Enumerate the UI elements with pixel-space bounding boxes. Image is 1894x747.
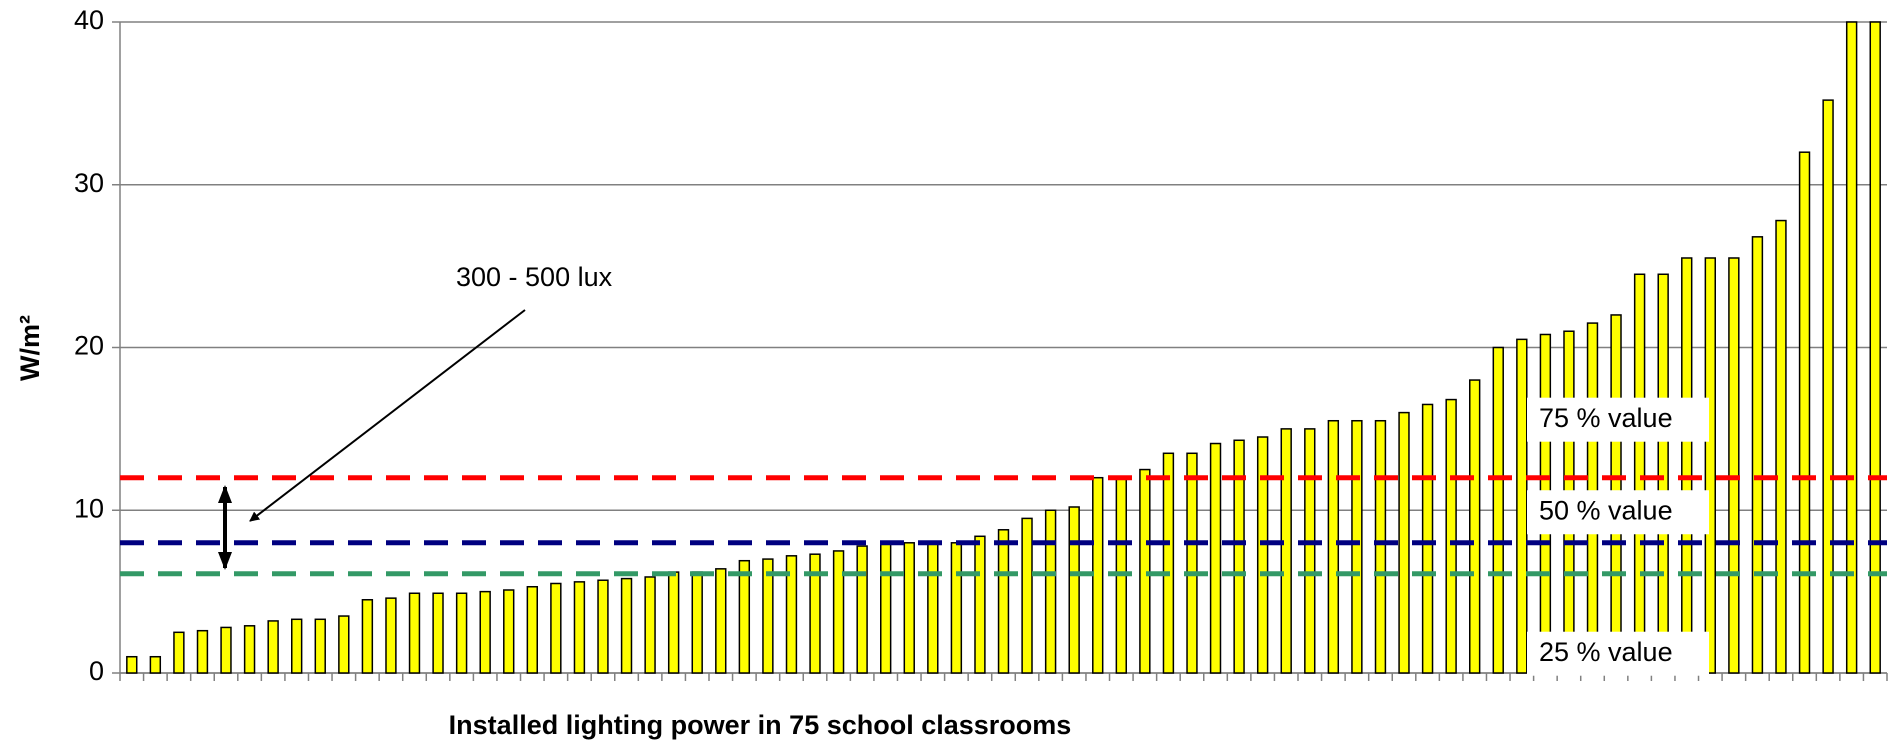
bar xyxy=(338,615,350,674)
bar xyxy=(1516,338,1528,674)
bar xyxy=(1280,428,1292,674)
bar xyxy=(126,655,138,674)
bar xyxy=(408,592,421,674)
bar xyxy=(809,553,821,674)
bar xyxy=(738,559,751,674)
bar xyxy=(1657,273,1669,674)
bar xyxy=(1845,21,1858,674)
bar xyxy=(550,582,562,674)
bar xyxy=(291,618,303,674)
bar xyxy=(1398,411,1410,674)
bar xyxy=(880,542,892,674)
bar xyxy=(1256,436,1269,674)
bar xyxy=(1633,273,1646,674)
bar xyxy=(1421,403,1434,674)
bar xyxy=(974,535,986,674)
bar xyxy=(927,542,939,674)
bar xyxy=(173,631,185,674)
bar xyxy=(243,625,256,674)
bar xyxy=(1374,419,1387,674)
annotation-arrow xyxy=(249,309,526,522)
bar xyxy=(620,577,633,674)
bar xyxy=(1304,428,1316,674)
bar xyxy=(1775,219,1787,674)
bar xyxy=(832,550,845,674)
bar xyxy=(314,618,326,674)
bar xyxy=(1351,419,1363,674)
y-tick-label: 10 xyxy=(74,493,104,523)
bar xyxy=(1469,379,1481,674)
reference-label: 75 % value xyxy=(1539,403,1673,433)
bar xyxy=(691,571,703,674)
bar xyxy=(1492,346,1504,674)
bar xyxy=(950,542,963,674)
bar xyxy=(644,576,656,674)
bar xyxy=(267,620,279,674)
bar xyxy=(1704,257,1716,674)
bar xyxy=(1798,151,1811,674)
bar xyxy=(1209,442,1222,674)
y-tick-label: 20 xyxy=(74,331,104,361)
bar xyxy=(1068,506,1080,674)
bar xyxy=(220,626,232,674)
bar xyxy=(997,529,1010,674)
bar xyxy=(573,581,586,674)
bar xyxy=(1044,509,1057,674)
reference-label: 50 % value xyxy=(1539,495,1673,525)
bar xyxy=(1162,452,1175,674)
bar xyxy=(385,597,397,674)
reference-lines: 75 % value 50 % value 25 % value xyxy=(120,397,1887,676)
bar xyxy=(1092,476,1104,674)
bar xyxy=(597,579,609,674)
bar xyxy=(361,599,374,674)
bar xyxy=(1681,257,1693,674)
y-tick-label: 40 xyxy=(74,5,104,35)
bar xyxy=(715,568,727,674)
label-box xyxy=(1527,631,1709,676)
y-tick-label: 30 xyxy=(74,168,104,198)
bar xyxy=(1822,99,1834,674)
annotation: 300 - 500 lux xyxy=(456,262,613,292)
y-tick-label: 0 xyxy=(89,656,104,686)
bar xyxy=(1751,236,1764,674)
bar xyxy=(1728,257,1740,674)
bar xyxy=(1186,452,1198,674)
x-axis-label: Installed lighting power in 75 school cl… xyxy=(449,710,1072,740)
bar xyxy=(503,589,515,674)
y-axis-label: W/m² xyxy=(15,315,45,381)
bar xyxy=(149,655,162,674)
bar xyxy=(196,629,209,674)
bar xyxy=(1445,398,1457,674)
reference-label: 25 % value xyxy=(1539,637,1673,667)
bar xyxy=(1233,439,1245,674)
label-box xyxy=(1527,397,1709,442)
bar xyxy=(1869,21,1881,674)
bar xyxy=(479,590,491,674)
label-box xyxy=(1527,490,1709,535)
bar xyxy=(667,571,680,674)
bar xyxy=(1021,517,1033,674)
bar xyxy=(903,542,915,674)
bar xyxy=(785,555,798,674)
bar xyxy=(526,585,538,674)
bar xyxy=(856,545,868,674)
bar xyxy=(432,592,444,674)
bar xyxy=(1327,419,1340,674)
bar xyxy=(762,558,774,674)
bar xyxy=(455,592,468,674)
